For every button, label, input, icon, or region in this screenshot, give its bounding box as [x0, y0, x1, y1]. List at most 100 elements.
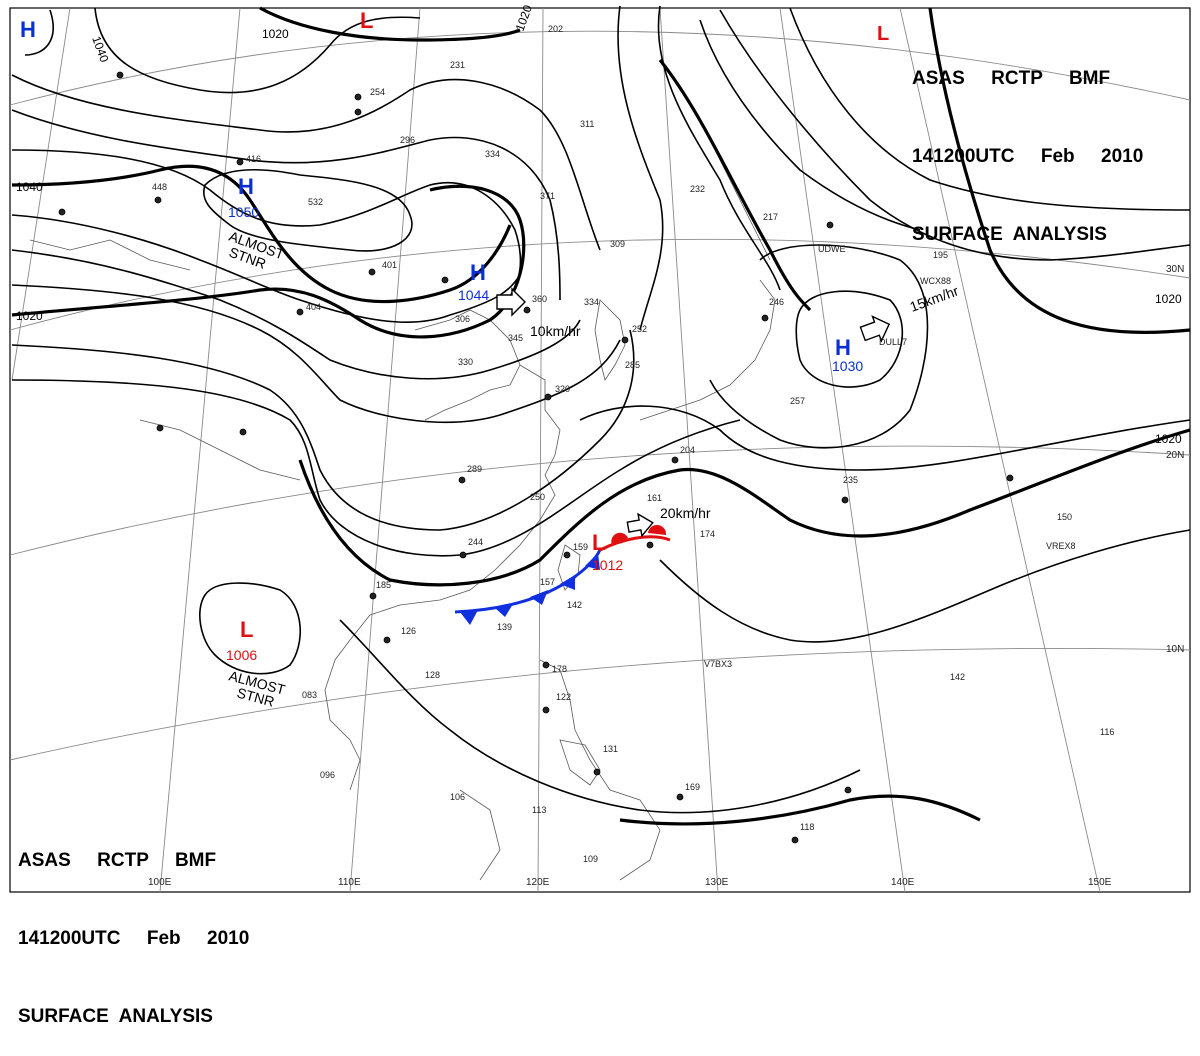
- station-circle: [1006, 474, 1014, 482]
- inland-border-2: [29, 239, 191, 271]
- meridian-120e: [537, 7, 544, 893]
- station-value: 448: [152, 182, 167, 192]
- longitude-label: 100E: [148, 877, 172, 888]
- station-circle: [354, 108, 362, 116]
- motion-arrow-1044: [496, 287, 526, 317]
- station-circle: [154, 196, 162, 204]
- isobar: [795, 290, 904, 388]
- station-value: 250: [530, 492, 545, 502]
- title-block-bottom: ASAS RCTP BMF 141200UTC Feb 2010 SURFACE…: [18, 796, 249, 1056]
- station-circle: [841, 496, 849, 504]
- isobar-1020-east: [658, 59, 812, 312]
- station-value: 257: [790, 396, 805, 406]
- isobar-value: 1020: [16, 309, 43, 323]
- station-value: 118: [800, 822, 814, 832]
- warm-front: [599, 524, 671, 552]
- title-block-top: ASAS RCTP BMF 141200UTC Feb 2010 SURFACE…: [912, 14, 1143, 274]
- station-value: 334: [584, 297, 599, 307]
- isobar: [11, 379, 741, 557]
- high-center-nw: H: [20, 17, 36, 42]
- isobar-1040: [11, 164, 512, 304]
- station-value: 235: [843, 475, 858, 485]
- cold-front-triangle: [530, 590, 548, 605]
- high-center-china-value: 1044: [458, 287, 489, 303]
- isobar: [11, 214, 521, 323]
- cold-front: [454, 549, 602, 625]
- high-center-pacific: H: [835, 335, 851, 360]
- meridian-110e: [349, 7, 421, 893]
- station-circle: [354, 93, 362, 101]
- high-center-mongolia: H: [238, 174, 254, 199]
- station-value: 306: [455, 314, 470, 324]
- latitude-label: 20N: [1166, 450, 1184, 461]
- low-center-taiwan: L: [592, 530, 605, 555]
- isobar-labels: 1040 1020 1040 1020 1020 1020 1020: [16, 3, 1182, 446]
- parallel-40n: [9, 30, 1191, 106]
- philippine-island: [559, 739, 601, 786]
- inland-border: [139, 419, 301, 481]
- station-circle: [236, 158, 244, 166]
- isobar: [659, 529, 1191, 643]
- station-circle: [383, 636, 391, 644]
- station-value: 142: [950, 672, 965, 682]
- station-value: 178: [552, 664, 567, 674]
- isobar-value: 1020: [1155, 292, 1182, 306]
- isobar: [11, 109, 561, 301]
- isobar: [709, 244, 929, 449]
- latitude-label: 10N: [1166, 644, 1184, 655]
- station-circle: [671, 456, 679, 464]
- low-center-indochina-value: 1006: [226, 647, 257, 663]
- station-circle: [646, 541, 654, 549]
- station-value: 204: [680, 445, 695, 455]
- longitude-label: 110E: [338, 877, 361, 888]
- japan-honshu: [639, 279, 776, 421]
- bold-isobars: [11, 6, 1191, 826]
- parallel-30n: [9, 238, 1191, 331]
- station-circle: [368, 268, 376, 276]
- station-value: 334: [485, 149, 500, 159]
- isobar-value: 1040: [16, 180, 43, 194]
- station-value: 311: [580, 119, 594, 129]
- station-value: 159: [573, 542, 588, 552]
- station-value: 116: [1100, 727, 1114, 737]
- station-value: 126: [401, 626, 416, 636]
- isobar: [339, 619, 861, 814]
- low-center-top: L: [360, 8, 373, 33]
- station-circle: [458, 476, 466, 484]
- longitude-label: 140E: [891, 877, 915, 888]
- station-circle: [593, 768, 601, 776]
- station-value: 195: [933, 250, 948, 260]
- ship-id: VREX8: [1046, 541, 1076, 551]
- isobar: [579, 405, 1191, 471]
- ship-id: WCX88: [920, 276, 951, 286]
- station-value: 285: [625, 360, 640, 370]
- low-center-indochina: L: [240, 617, 253, 642]
- station-circle: [459, 551, 467, 559]
- cold-front-triangle: [495, 604, 513, 617]
- station-value: 296: [400, 135, 415, 145]
- cold-front-triangle: [460, 610, 478, 625]
- meridian-130e: [659, 7, 719, 893]
- station-value: 404: [306, 302, 321, 312]
- station-value: 231: [450, 60, 465, 70]
- longitude-label: 150E: [1088, 877, 1112, 888]
- station-value: 371: [540, 191, 555, 201]
- motion-arrow-1030: [859, 315, 891, 343]
- title-line-2: 141200UTC Feb 2010: [18, 928, 250, 949]
- station-value: 122: [556, 692, 571, 702]
- station-circle: [844, 786, 852, 794]
- station-circle: [676, 793, 684, 801]
- isobar-1020-ne: [928, 7, 1191, 334]
- station-value: 174: [700, 529, 715, 539]
- station-value: 252: [632, 324, 647, 334]
- station-value: 309: [610, 239, 625, 249]
- station-value: 142: [567, 600, 582, 610]
- isobar: [11, 249, 581, 380]
- isobar: [719, 9, 1191, 261]
- indochina-coast: [324, 614, 371, 791]
- ship-id: DULL7: [879, 337, 907, 347]
- station-value: 217: [763, 212, 778, 222]
- low-center-taiwan-value: 1012: [592, 557, 623, 573]
- station-labels: 202 231 254 296 334 311 371 309 232 217 …: [152, 24, 1114, 864]
- isobar: [11, 329, 635, 531]
